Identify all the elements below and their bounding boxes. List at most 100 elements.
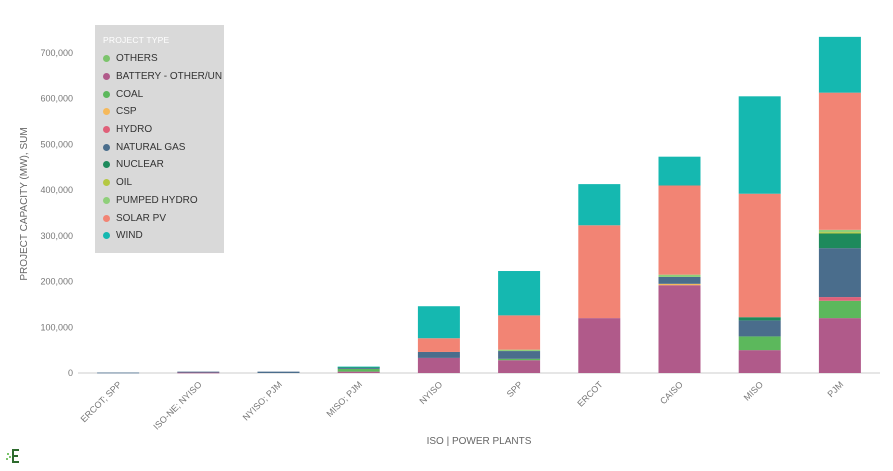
bar-segment[interactable]	[417, 351, 460, 358]
y-tick-label: 700,000	[40, 48, 73, 58]
legend-label: PUMPED HYDRO	[116, 194, 198, 206]
bar-segment[interactable]	[97, 372, 140, 374]
bar-segment[interactable]	[818, 92, 861, 230]
bar-segment[interactable]	[578, 318, 621, 373]
bar-segment[interactable]	[337, 367, 380, 368]
legend-item[interactable]: CSP	[103, 103, 224, 121]
legend-item[interactable]: WIND	[103, 227, 224, 245]
bar-segment[interactable]	[818, 248, 861, 298]
legend-item[interactable]: NATURAL GAS	[103, 138, 224, 156]
bar-segment[interactable]	[578, 225, 621, 319]
bar-segment[interactable]	[738, 96, 781, 194]
bar-segment[interactable]	[417, 338, 460, 352]
bar-segment[interactable]	[818, 318, 861, 373]
bar-segment[interactable]	[498, 358, 541, 361]
bar-segment[interactable]	[498, 349, 541, 352]
legend-label: SOLAR PV	[116, 212, 167, 224]
x-tick-label: MISO; PJM	[325, 379, 365, 419]
bar-segment[interactable]	[337, 367, 380, 369]
bar-segment[interactable]	[658, 276, 701, 284]
bar-segment[interactable]	[818, 297, 861, 301]
legend: PROJECT TYPE OTHERS BATTERY - OTHER/UN COA…	[95, 25, 224, 253]
bar-segment[interactable]	[578, 184, 621, 226]
x-axis-title: ISO | POWER PLANTS	[427, 436, 532, 447]
bar-segment[interactable]	[658, 156, 701, 186]
bar-segment[interactable]	[177, 372, 220, 374]
bar-segment[interactable]	[658, 283, 701, 286]
legend-swatch	[103, 73, 110, 81]
bar-segment[interactable]	[337, 368, 380, 372]
legend-item[interactable]: PUMPED HYDRO	[103, 192, 224, 210]
legend-swatch	[103, 55, 110, 63]
x-tick-label: PJM	[826, 379, 846, 399]
y-tick-label: 600,000	[40, 94, 73, 104]
bar-segment[interactable]	[738, 350, 781, 373]
y-tick-label: 100,000	[40, 322, 73, 332]
bars	[97, 36, 861, 374]
bar-segment[interactable]	[337, 366, 380, 368]
legend-swatch	[103, 161, 110, 169]
legend-item[interactable]: COAL	[103, 85, 224, 103]
bar-segment[interactable]	[658, 185, 701, 275]
brand-logo-icon	[6, 449, 19, 463]
x-tick-label: NYISO; PJM	[241, 379, 284, 422]
bar-segment[interactable]	[658, 274, 701, 277]
legend-item[interactable]: OTHERS	[103, 50, 224, 68]
x-tick-label: SPP	[505, 379, 525, 399]
legend-item[interactable]: HYDRO	[103, 121, 224, 139]
bar-segment[interactable]	[818, 300, 861, 319]
legend-swatch	[103, 179, 110, 187]
legend-swatch	[103, 196, 110, 204]
legend-swatch	[103, 214, 110, 222]
legend-title: PROJECT TYPE	[103, 35, 170, 45]
x-tick-label: ISO-NE; NYISO	[151, 379, 203, 431]
legend-swatch	[103, 90, 110, 98]
legend-item[interactable]: NUCLEAR	[103, 156, 224, 174]
bar-segment[interactable]	[738, 193, 781, 318]
legend-label: COAL	[116, 88, 144, 100]
y-tick-label: 0	[68, 368, 73, 378]
x-tick-label: ERCOT; SPP	[79, 379, 124, 424]
bar-segment[interactable]	[818, 232, 861, 234]
y-axis-title: PROJECT CAPACITY (MW), SUM	[19, 127, 30, 280]
y-tick-label: 400,000	[40, 185, 73, 195]
legend-label: CSP	[116, 106, 137, 118]
bar-segment[interactable]	[818, 36, 861, 93]
x-tick-label: MISO	[742, 379, 765, 402]
x-tick-label: ERCOT	[575, 379, 605, 409]
legend-label: OTHERS	[116, 53, 158, 65]
bar-segment[interactable]	[738, 336, 781, 351]
bar-segment[interactable]	[498, 315, 541, 350]
legend-swatch	[103, 143, 110, 151]
legend-label: HYDRO	[116, 124, 153, 136]
x-tick-label: NYISO	[417, 379, 444, 406]
legend-item[interactable]: SOLAR PV	[103, 209, 224, 227]
y-tick-label: 300,000	[40, 231, 73, 241]
bar-segment[interactable]	[417, 357, 460, 373]
bar-segment[interactable]	[818, 229, 861, 233]
legend-label: BATTERY - OTHER/UN	[116, 71, 223, 83]
legend-item[interactable]: BATTERY - OTHER/UN	[103, 68, 224, 86]
legend-swatch	[103, 232, 110, 240]
bar-segment[interactable]	[818, 233, 861, 249]
legend-items: OTHERS BATTERY - OTHER/UN COAL CSP HYDRO NATU…	[103, 50, 224, 245]
legend-item[interactable]: OIL	[103, 174, 224, 192]
bar-segment[interactable]	[257, 371, 300, 373]
legend-label: WIND	[116, 230, 143, 242]
bar-segment[interactable]	[498, 271, 541, 316]
legend-swatch	[103, 108, 110, 116]
bar-segment[interactable]	[177, 371, 220, 373]
bar-segment[interactable]	[337, 371, 380, 373]
bar-segment[interactable]	[498, 360, 541, 373]
bar-segment[interactable]	[738, 317, 781, 321]
bar-segment[interactable]	[658, 285, 701, 373]
bar-segment[interactable]	[498, 351, 541, 359]
y-tick-label: 500,000	[40, 139, 73, 149]
bar-segment[interactable]	[417, 306, 460, 339]
x-tick-label: CAISO	[658, 379, 685, 406]
legend-swatch	[103, 126, 110, 134]
legend-label: NUCLEAR	[116, 159, 164, 171]
legend-label: OIL	[116, 177, 133, 189]
bar-segment[interactable]	[738, 320, 781, 337]
